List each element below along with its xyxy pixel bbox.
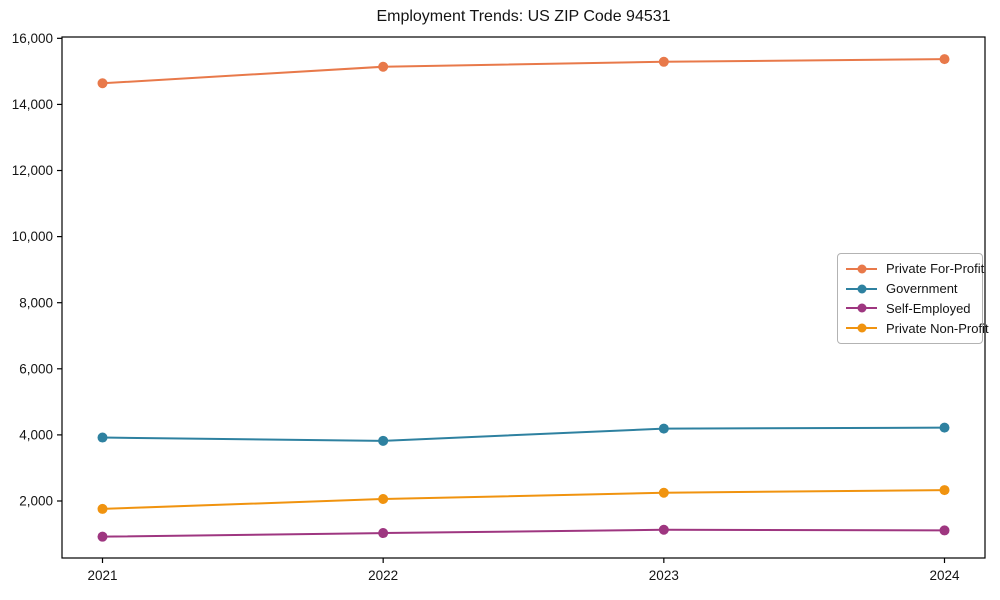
series-line-private-for-profit bbox=[102, 58, 945, 85]
series-point-government bbox=[378, 435, 389, 446]
legend-item-private-for-profit: Private For-Profit bbox=[846, 259, 984, 278]
x-tick-label: 2023 bbox=[649, 568, 679, 583]
legend-item-private-non-profit: Private Non-Profit bbox=[846, 319, 989, 338]
series-point-government bbox=[658, 423, 669, 434]
y-tick-label: 14,000 bbox=[12, 97, 53, 112]
y-tick-label: 6,000 bbox=[19, 361, 53, 376]
legend-line-marker-icon bbox=[846, 303, 877, 314]
series-point-government bbox=[97, 432, 108, 443]
legend-item-self-employed: Self-Employed bbox=[846, 299, 974, 318]
series-point-private-non-profit bbox=[658, 487, 669, 498]
series-line-government bbox=[102, 426, 945, 442]
series-line-self-employed bbox=[102, 528, 945, 538]
series-point-private-non-profit bbox=[939, 485, 950, 496]
legend-line-marker-icon bbox=[846, 323, 877, 334]
series-point-private-for-profit bbox=[658, 56, 669, 67]
series-line-private-non-profit bbox=[102, 489, 945, 510]
y-tick-label: 4,000 bbox=[19, 427, 53, 442]
series-point-self-employed bbox=[939, 525, 950, 536]
axes-box bbox=[61, 36, 986, 559]
series-point-private-non-profit bbox=[378, 494, 389, 505]
series-point-government bbox=[939, 422, 950, 433]
legend-line-marker-icon bbox=[846, 283, 877, 294]
legend-label: Private For-Profit bbox=[886, 261, 985, 277]
series-point-private-for-profit bbox=[378, 61, 389, 72]
y-tick-label: 2,000 bbox=[19, 494, 53, 509]
y-tick-label: 12,000 bbox=[12, 163, 53, 178]
y-tick-label: 8,000 bbox=[19, 295, 53, 310]
legend-label: Private Non-Profit bbox=[886, 320, 989, 336]
y-tick-label: 10,000 bbox=[12, 229, 53, 244]
legend-item-government: Government bbox=[846, 279, 974, 298]
series-point-self-employed bbox=[658, 524, 669, 535]
x-tick-label: 2024 bbox=[929, 568, 960, 583]
chart-title: Employment Trends: US ZIP Code 94531 bbox=[376, 8, 671, 25]
y-tick-label: 16,000 bbox=[12, 31, 53, 46]
legend-label: Government bbox=[886, 281, 958, 297]
x-tick-label: 2021 bbox=[87, 568, 117, 583]
series-point-private-non-profit bbox=[97, 503, 108, 514]
series-point-self-employed bbox=[97, 531, 108, 542]
legend-label: Self-Employed bbox=[886, 300, 971, 316]
series-point-self-employed bbox=[378, 528, 389, 539]
legend-line-marker-icon bbox=[846, 263, 877, 274]
series-point-private-for-profit bbox=[939, 54, 950, 65]
chart-legend: Private For-Profit Government Self-Employe… bbox=[837, 253, 989, 344]
series-point-private-for-profit bbox=[97, 78, 108, 89]
x-tick-label: 2022 bbox=[368, 568, 398, 583]
